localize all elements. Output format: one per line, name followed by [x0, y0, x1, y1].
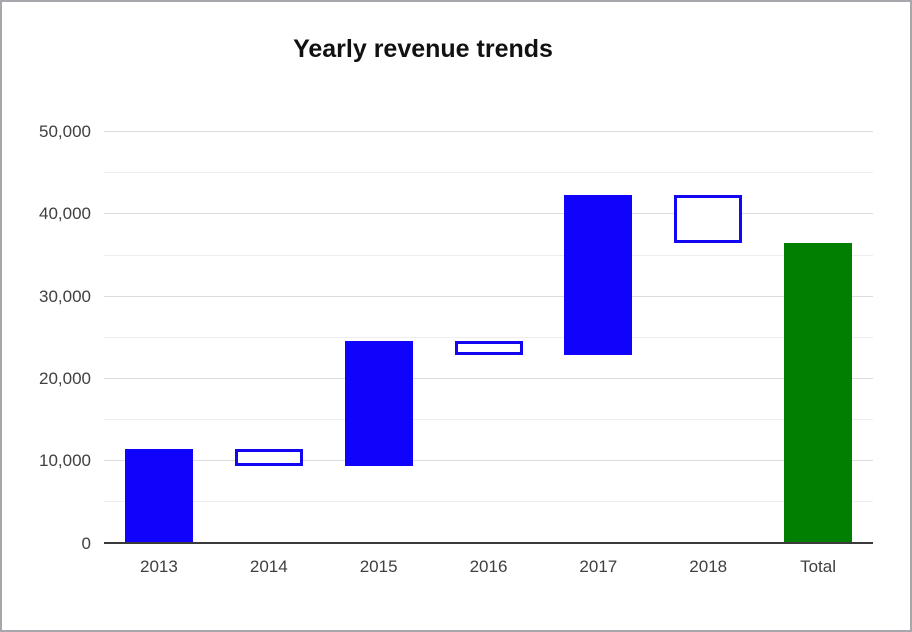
y-tick-label: 50,000	[39, 122, 91, 142]
gridline-major	[104, 460, 873, 462]
gridline-minor	[104, 501, 873, 503]
gridline-major	[104, 213, 873, 215]
waterfall-bar-2018[interactable]	[674, 195, 743, 243]
waterfall-bar-2016[interactable]	[454, 340, 523, 355]
gridline-major	[104, 131, 873, 133]
gridline-major	[104, 377, 873, 379]
y-tick-label: 30,000	[39, 286, 91, 306]
x-axis-label-total: Total	[800, 557, 837, 576]
y-tick-label: 40,000	[39, 204, 91, 224]
y-tick-label: 20,000	[39, 368, 91, 388]
gridline-major	[104, 295, 873, 297]
waterfall-bar-2015[interactable]	[344, 340, 413, 466]
x-axis-label-2013: 2013	[140, 557, 178, 576]
y-tick-label: 10,000	[39, 451, 91, 471]
chart-title: Yearly revenue trends	[293, 35, 553, 63]
waterfall-bar-2017[interactable]	[564, 195, 633, 355]
gridline-minor	[104, 172, 873, 174]
x-axis-label-2017: 2017	[579, 557, 618, 576]
waterfall-bar-total[interactable]	[784, 242, 853, 543]
gridline-minor	[104, 336, 873, 338]
waterfall-bar-2013[interactable]	[124, 449, 193, 543]
x-axis-baseline	[104, 542, 873, 544]
gridline-minor	[104, 254, 873, 256]
x-axis-label-2015: 2015	[359, 557, 398, 576]
gridline-minor	[104, 419, 873, 421]
x-axis-label-2018: 2018	[689, 557, 728, 576]
x-axis-label-2014: 2014	[249, 557, 288, 576]
x-axis-label-2016: 2016	[469, 557, 508, 576]
y-tick-label: 0	[81, 533, 91, 553]
waterfall-bar-2014[interactable]	[234, 449, 303, 466]
